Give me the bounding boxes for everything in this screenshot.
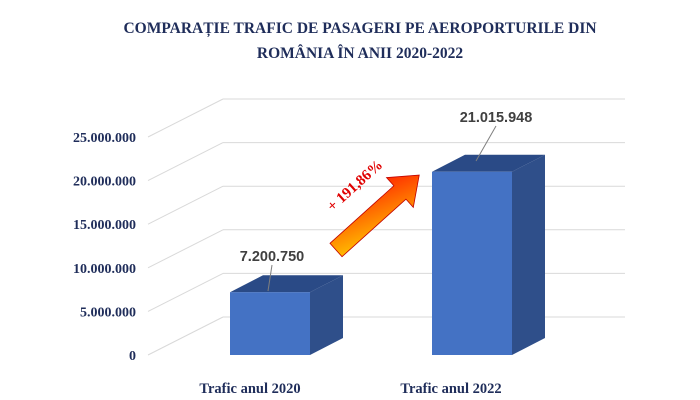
gridline-slant-3 bbox=[147, 185, 224, 225]
gridline-slant-2 bbox=[147, 229, 224, 269]
x-axis-ticks: Trafic anul 2020 Trafic anul 2022 bbox=[199, 381, 501, 397]
bar-side bbox=[310, 275, 343, 355]
gridline-slant-4 bbox=[147, 142, 224, 182]
gridline-slant-1 bbox=[147, 272, 224, 312]
gridline-slant-0 bbox=[147, 316, 224, 356]
growth-annotation: + 191,86% bbox=[324, 157, 420, 258]
growth-arrow-icon bbox=[329, 174, 420, 258]
bar-front bbox=[230, 292, 310, 355]
bar-front bbox=[432, 171, 512, 355]
growth-arrow-shape bbox=[329, 174, 420, 258]
bar-side bbox=[512, 154, 545, 355]
gridlines bbox=[147, 98, 625, 356]
data-label-leader bbox=[475, 125, 497, 162]
data-label: 21.015.948 bbox=[460, 110, 533, 126]
y-axis-ticks: 0 5.000.000 10.000.000 15.000.000 20.000.000… bbox=[73, 131, 136, 364]
data-labels: 7.200.750 21.015.948 bbox=[240, 110, 533, 292]
y-tick-label: 0 bbox=[129, 349, 136, 364]
chart-title-line-1: COMPARAȚIE TRAFIC DE PASAGERI PE AEROPOR… bbox=[123, 20, 596, 37]
gridline-slant-5 bbox=[147, 98, 224, 138]
bar-top bbox=[230, 275, 343, 293]
bar-2 bbox=[432, 154, 545, 355]
bar-1 bbox=[230, 275, 343, 355]
y-tick-label: 10.000.000 bbox=[73, 262, 136, 277]
y-tick-label: 15.000.000 bbox=[73, 218, 136, 233]
x-tick-label: Trafic anul 2020 bbox=[199, 381, 300, 397]
x-tick-label: Trafic anul 2022 bbox=[400, 381, 501, 397]
bar-top bbox=[432, 154, 545, 172]
chart-title-line-2: ROMÂNIA ÎN ANII 2020-2022 bbox=[257, 45, 463, 62]
y-tick-label: 20.000.000 bbox=[73, 175, 136, 190]
y-tick-label: 25.000.000 bbox=[73, 131, 136, 146]
y-tick-label: 5.000.000 bbox=[80, 305, 136, 320]
bars bbox=[230, 154, 545, 355]
data-label: 7.200.750 bbox=[240, 249, 305, 265]
data-label-leader bbox=[267, 264, 273, 292]
